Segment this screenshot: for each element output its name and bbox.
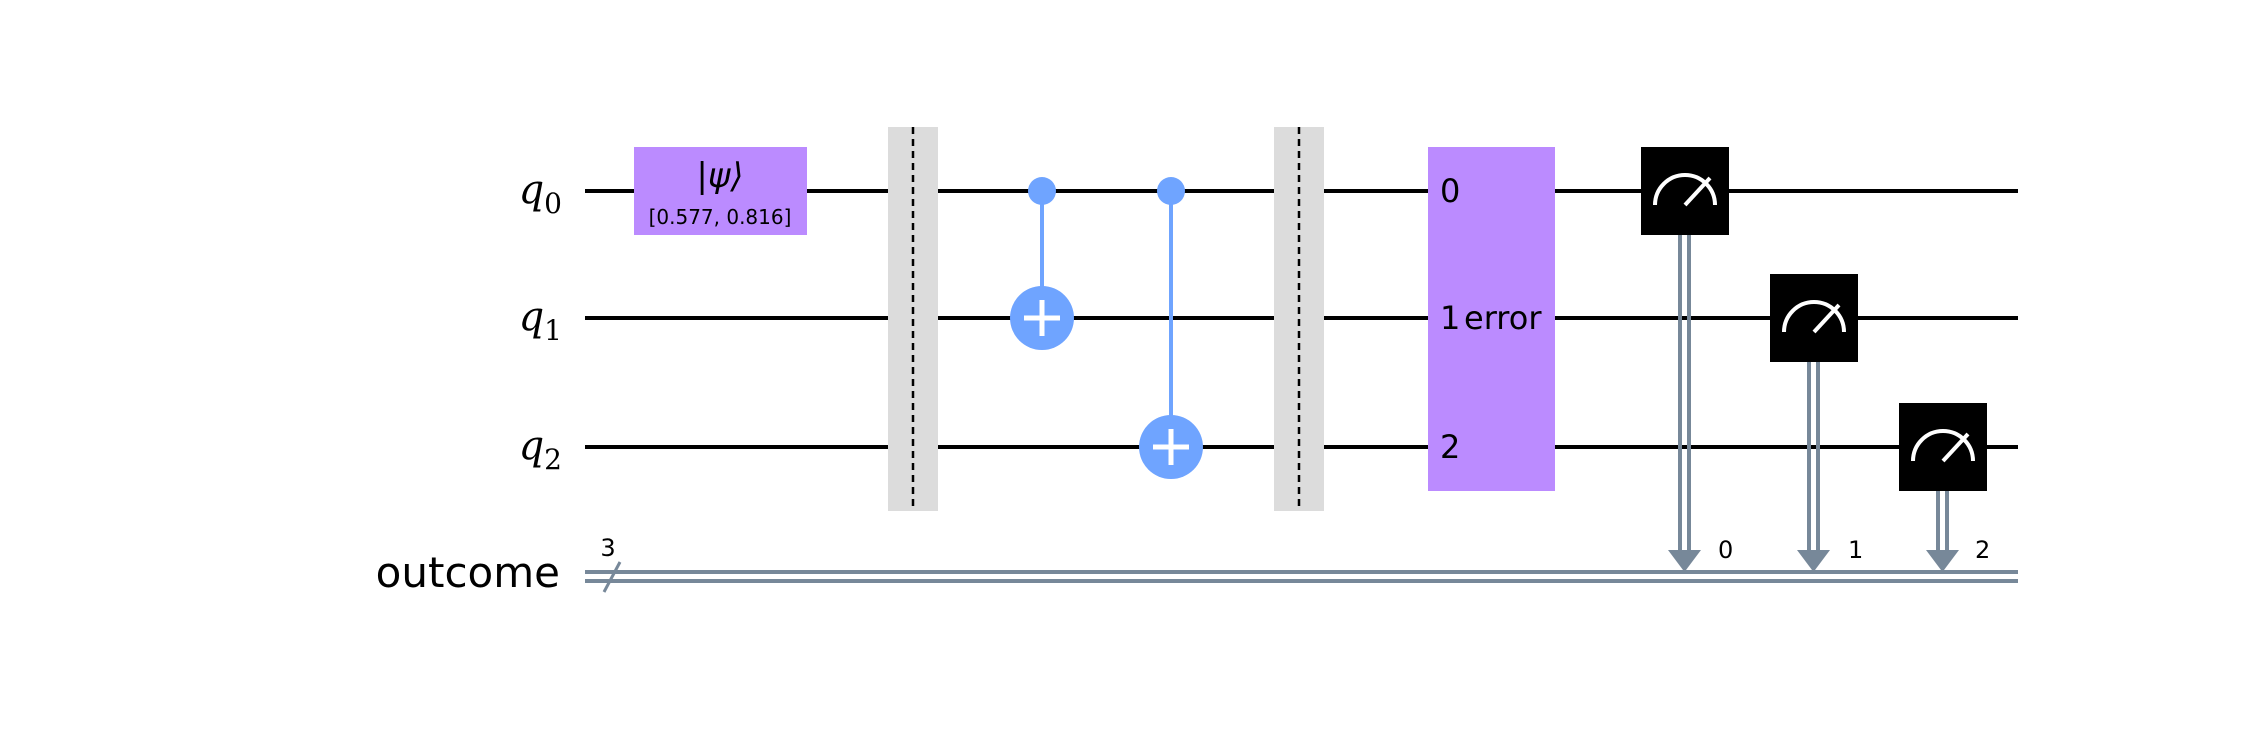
- initialize-gate-label: |ψ⟩: [696, 156, 743, 196]
- measure-gate-q0[interactable]: 0: [1641, 147, 1733, 572]
- initialize-gate-params: [0.577, 0.816]: [649, 205, 792, 229]
- barrier-1: [888, 127, 938, 511]
- measure-gate-q1[interactable]: 1: [1770, 274, 1863, 572]
- error-port-1: 1: [1440, 299, 1460, 337]
- register-size-label: 3: [600, 534, 615, 562]
- meter-icon: [1782, 300, 1846, 333]
- error-gate[interactable]: 0 1 2 error: [1428, 147, 1555, 491]
- control-dot: [1157, 177, 1185, 205]
- measure-gate-q2[interactable]: 2: [1899, 403, 1990, 572]
- measure-bit-label-2: 2: [1975, 536, 1990, 564]
- initialize-gate[interactable]: |ψ⟩ [0.577, 0.816]: [634, 147, 807, 235]
- measure-bit-label-1: 1: [1848, 536, 1863, 564]
- cnot-gate-q0-q2[interactable]: [1139, 177, 1203, 479]
- measure-bit-label-0: 0: [1718, 536, 1733, 564]
- qubit-label-q1: q1: [519, 294, 562, 347]
- register-slash: [602, 561, 622, 593]
- meter-icon: [1653, 173, 1717, 206]
- control-dot: [1028, 177, 1056, 205]
- classical-wire-outcome: [585, 561, 2018, 593]
- classical-register-label: outcome: [376, 548, 560, 597]
- qubit-label-q0: q0: [519, 167, 562, 220]
- qubit-label-q2: q2: [519, 423, 562, 476]
- meter-icon: [1911, 429, 1975, 462]
- error-gate-label: error: [1464, 299, 1542, 337]
- barrier-2: [1274, 127, 1324, 511]
- error-port-0: 0: [1440, 172, 1460, 210]
- cnot-gate-q0-q1[interactable]: [1010, 177, 1074, 350]
- error-port-2: 2: [1440, 428, 1460, 466]
